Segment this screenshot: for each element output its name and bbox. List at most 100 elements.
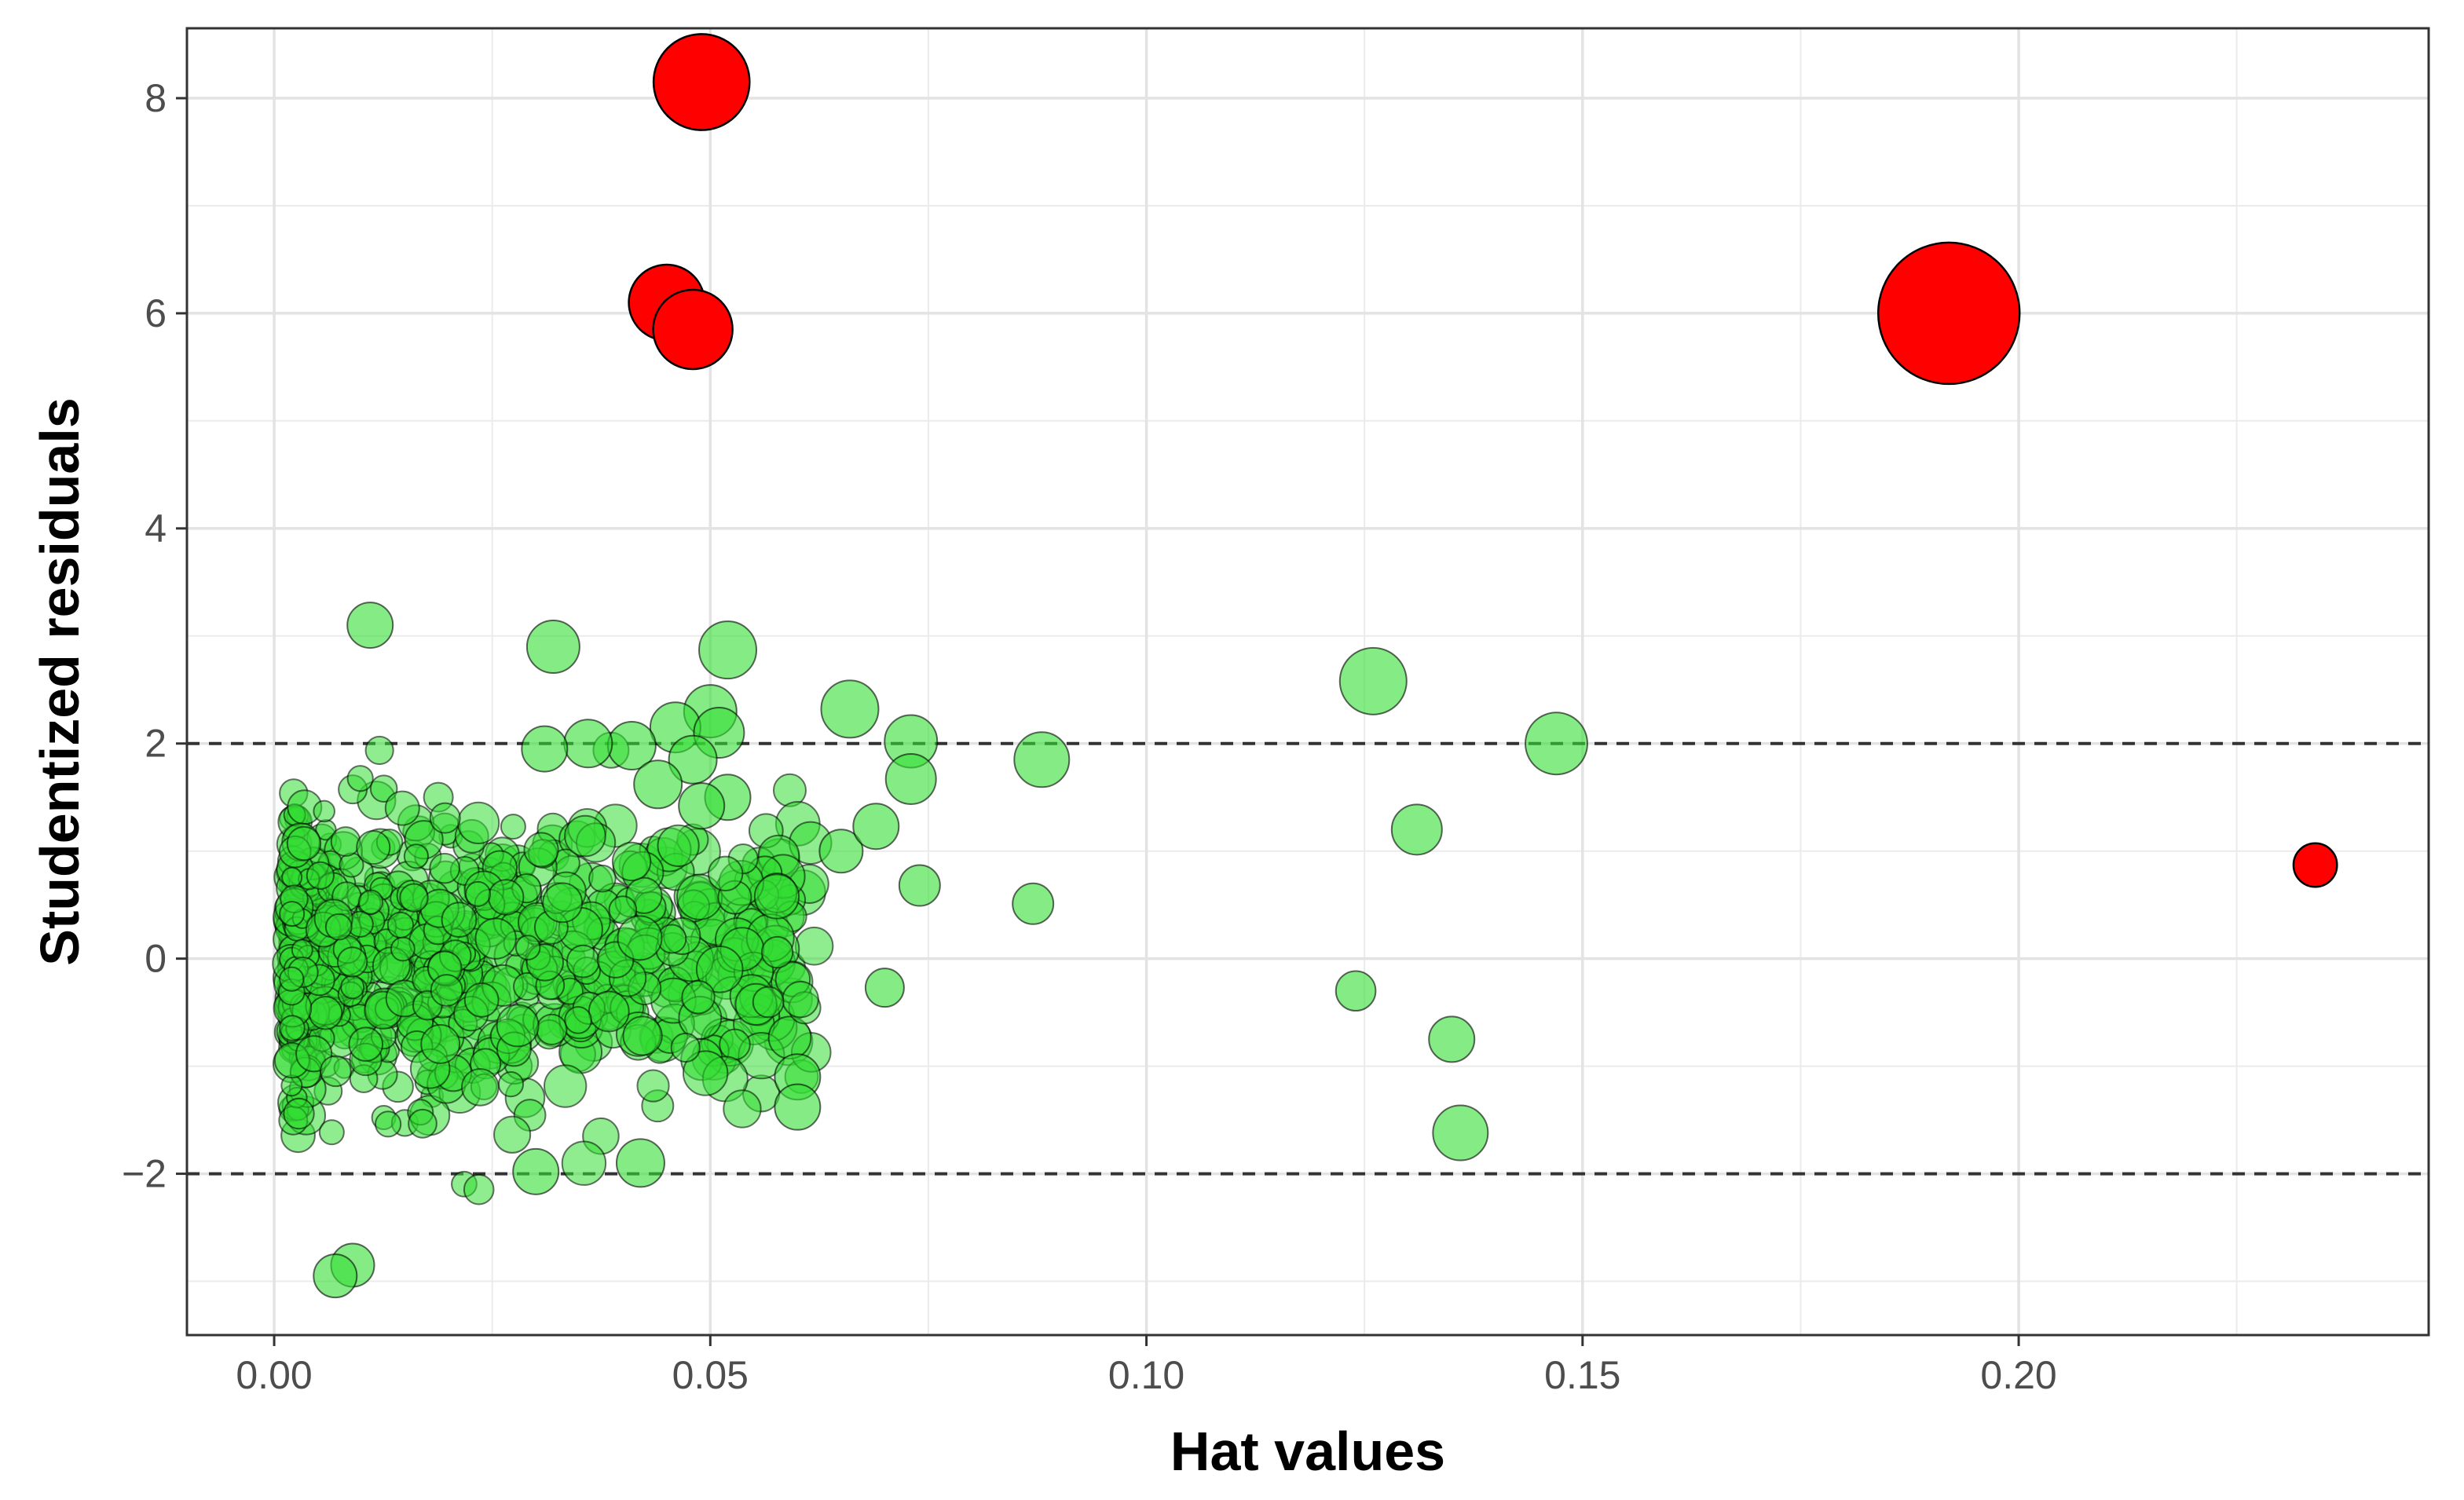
data-point [324,913,353,941]
data-point [681,980,716,1015]
data-point [283,1097,315,1130]
data-point [420,1024,461,1064]
data-point [281,866,303,888]
grid-layer [187,28,2429,1335]
x-tick-label: 0.10 [1108,1353,1184,1397]
data-point [622,1015,663,1056]
data-point [1335,970,1377,1012]
data-point [698,620,758,680]
data-point [820,679,880,739]
data-point [386,911,415,938]
data-point [308,995,343,1030]
influential-point [1876,241,2021,386]
data-point [1524,712,1588,776]
data-point [357,889,384,915]
data-point [1013,731,1071,788]
data-point [320,1055,352,1088]
data-point [474,917,517,960]
data-point [429,802,461,834]
data-point [617,915,663,961]
data-point [430,974,463,1007]
data-point [818,829,864,874]
data-point [564,1006,592,1034]
data-point [1338,646,1408,715]
data-point [500,814,526,840]
data-point [864,968,905,1008]
y-tick-label: 4 [145,507,167,551]
data-point [441,902,478,938]
data-point [375,1110,402,1138]
data-point [636,1069,670,1103]
data-point [403,843,430,869]
data-point [463,1173,495,1205]
data-point [563,719,613,769]
data-point [384,790,420,826]
data-points [313,602,1588,1299]
x-tick-label: 0.05 [672,1353,749,1397]
data-point [588,864,617,893]
data-point [752,986,785,1019]
data-point [330,826,361,857]
x-tick-label: 0.00 [236,1353,312,1397]
y-tick-label: 6 [145,291,167,335]
data-point [279,966,305,992]
data-point [884,752,937,805]
data-point [340,975,365,1000]
y-tick-label: 8 [145,76,167,120]
data-point [615,1138,665,1188]
point-cluster [272,731,834,1205]
data-point [561,1140,607,1186]
data-point [657,824,700,867]
data-point [488,879,525,916]
data-point [356,830,391,865]
data-point [1432,1104,1489,1162]
data-point [794,926,834,966]
data-point [760,935,794,969]
data-point [668,734,718,785]
y-tick-label: 0 [145,937,167,981]
data-point [348,1026,384,1062]
data-point [723,1089,762,1129]
data-point [682,1050,729,1096]
data-point [719,1028,751,1061]
data-point [313,799,335,823]
data-point [399,883,429,913]
data-point [564,814,606,858]
data-point [1428,1015,1476,1063]
data-point [279,901,306,927]
data-point [1012,882,1055,925]
data-point [514,935,541,960]
data-point [1390,803,1443,856]
data-point [306,861,335,890]
data-point [588,990,630,1033]
data-point [852,803,900,851]
data-point [566,944,600,979]
panel-border [185,27,2430,1337]
data-point [364,735,394,766]
data-point [542,882,584,924]
influential-point [2292,842,2338,888]
y-tick-label: −2 [122,1152,167,1196]
data-point [695,945,744,993]
data-point [774,1083,822,1131]
x-tick-label: 0.20 [1980,1353,2056,1397]
x-axis-title: Hat values [1170,1421,1445,1482]
data-point [523,832,559,868]
data-point [525,619,580,674]
data-point [313,1253,358,1299]
data-point [346,765,374,792]
data-point [611,841,652,882]
data-point [336,946,368,978]
data-point [512,1147,560,1195]
y-axis-title: Studentized residuals [29,397,90,965]
data-point [286,825,322,862]
data-point [536,1013,568,1045]
data-point [497,1071,525,1098]
data-point [429,852,460,884]
data-point [633,759,683,810]
data-point [465,880,492,907]
data-point [279,1015,306,1041]
data-point [496,1004,540,1048]
